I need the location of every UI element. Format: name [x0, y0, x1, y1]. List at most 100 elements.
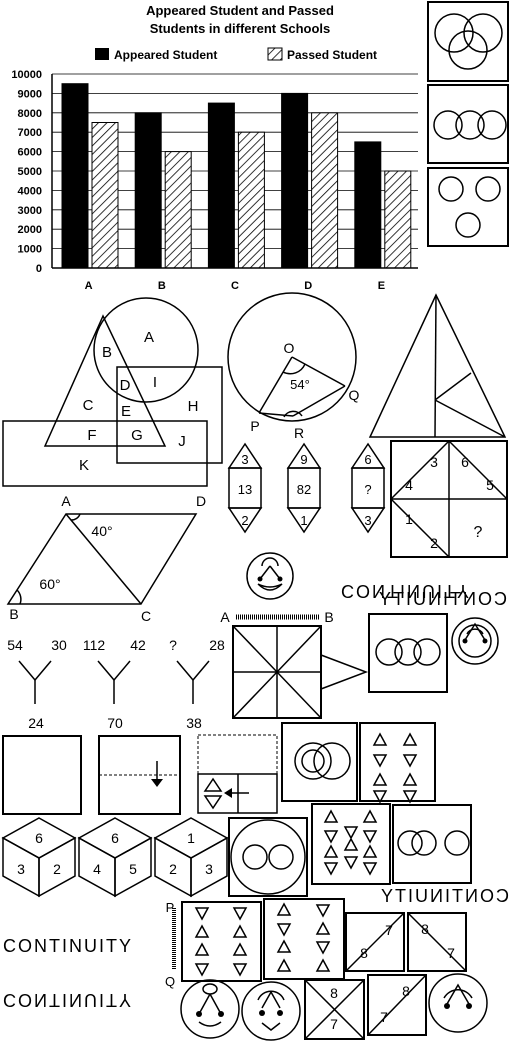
venn-label-i: I: [153, 374, 157, 391]
bar-appeared-a: [61, 83, 89, 269]
circle-option-3: [427, 167, 509, 247]
venn-label-h: H: [188, 398, 199, 415]
venn-label-b: B: [102, 344, 112, 361]
hex-middle-value: 13: [238, 482, 252, 497]
hex-bottom-value: 3: [364, 513, 371, 528]
triangle-down-icon: [362, 830, 378, 844]
continuity-option-right: CONTINUITY: [379, 886, 509, 906]
bar-passed-b: [164, 151, 192, 269]
mirror-label-a: A: [220, 609, 230, 625]
triangle-down-icon: [343, 826, 359, 840]
circle-label-r: R: [294, 425, 304, 441]
cube-top-face: 6: [35, 830, 43, 846]
para-label-c: C: [141, 608, 151, 624]
circle-label-q: Q: [349, 387, 360, 403]
y-tick-label: 10000: [11, 69, 42, 81]
square-top-number: 8: [330, 985, 338, 1001]
venn-label-g: G: [131, 427, 143, 444]
y-tick-label: 5000: [18, 166, 42, 178]
triangle-up-icon: [323, 809, 339, 823]
hexagon-item: 3 13 2: [227, 442, 263, 534]
y-tick-label: 0: [36, 263, 42, 275]
circle-option-2: [427, 84, 509, 164]
legend-label-passed: Passed Student: [287, 48, 377, 62]
y-bottom-value: 24: [28, 715, 44, 731]
square-number-puzzle: 3 6 4 5 1 ? 2: [390, 440, 508, 558]
triangle-down-icon: [194, 907, 210, 921]
mirror-label-q: Q: [165, 974, 175, 989]
legend-swatch-appeared: [95, 48, 109, 60]
para-angle-40: 40°: [91, 523, 112, 539]
hex-bottom-value: 2: [241, 513, 248, 528]
square-bottom-number: 8: [360, 945, 368, 961]
venn-label-f: F: [87, 427, 96, 444]
triangle-down-icon: [232, 963, 248, 977]
triangle-down-icon: [315, 904, 331, 918]
square-bottom-number: 7: [447, 945, 455, 961]
cube-left-face: 2: [169, 861, 177, 877]
triangle-down-icon: [372, 790, 388, 804]
mirror-label-p: P: [166, 900, 175, 915]
y-tick-label: 3000: [18, 205, 42, 217]
venn-label-d: D: [120, 377, 131, 394]
y-right-value: 42: [130, 637, 146, 653]
cube-right-face: 2: [53, 861, 61, 877]
cube-item: 12 3: [153, 817, 229, 898]
y-shape-item: 112 42 70: [83, 637, 146, 731]
mirror-pq: P Q: [165, 900, 176, 989]
divided-square: 78: [345, 912, 405, 972]
continuity-option-mirrored: CONTINUITY: [377, 589, 507, 609]
triangle-up-icon: [276, 939, 292, 953]
y-tick-label: 1000: [18, 244, 42, 256]
venn-label-e: E: [121, 403, 131, 420]
face-option-2: [180, 979, 240, 1039]
venn-diagram: A B I D E C H F G J K: [2, 297, 223, 487]
bar-appeared-b: [134, 112, 162, 269]
triangle-down-icon: [323, 862, 339, 876]
legend-label-appeared: Appeared Student: [114, 48, 217, 62]
venn-label-c: C: [83, 397, 94, 414]
mirror-label-b: B: [324, 609, 333, 625]
legend-swatch-passed: [267, 47, 283, 61]
chart-title-line-1: Appeared Student and Passed: [146, 3, 334, 18]
y-right-value: 30: [51, 637, 67, 653]
bar-passed-e: [384, 170, 412, 269]
y-tick-label: 2000: [18, 224, 42, 236]
puzzle-cell-1: 1: [405, 511, 413, 527]
square-bottom-number: 7: [330, 1016, 338, 1032]
dice-figures: 63 264 512 3: [1, 817, 229, 898]
venn-label-k: K: [79, 457, 89, 474]
para-angle-60: 60°: [39, 576, 60, 592]
circle-angle-figure: O 54° P Q R: [227, 292, 360, 441]
puzzle-cell-4: 4: [405, 477, 413, 493]
triangle-count-figure: [368, 293, 507, 438]
triangle-down-icon: [372, 754, 388, 768]
y-tick-label: 6000: [18, 147, 42, 159]
square-arrow-figure: A B: [220, 609, 369, 719]
divided-square: 87: [367, 974, 427, 1036]
continuity-option-inverted: CONTINUITY: [341, 581, 471, 601]
triangle-down-icon: [232, 907, 248, 921]
circle-option-1: [427, 1, 509, 82]
chart-title-line-2: Students in different Schools: [150, 21, 331, 36]
triangle-up-icon: [315, 921, 331, 935]
hexagon-item: 9 82 1: [286, 442, 322, 534]
triangles-box-3: [181, 901, 262, 982]
venn-label-a: A: [144, 329, 154, 346]
hex-top-value: 6: [364, 452, 371, 467]
cube-item: 63 2: [1, 817, 77, 898]
puzzle-cell-2: 2: [430, 535, 438, 551]
hex-middle-value: ?: [364, 482, 371, 497]
x-tick-label: C: [231, 280, 239, 292]
divided-square: 87: [407, 912, 467, 972]
bar-passed-a: [91, 122, 119, 269]
puzzle-cell-5: 5: [486, 477, 494, 493]
continuity-question-word: CONTINUITY: [3, 936, 133, 956]
bar-appeared-c: [207, 102, 235, 269]
y-shape-item: ? 28 38: [169, 637, 225, 731]
triangles-box-1: [359, 722, 436, 804]
triangles-box-4: [263, 898, 345, 980]
triangle-down-icon: [402, 790, 418, 804]
triangle-up-icon: [402, 732, 418, 746]
cube-top-face: 6: [111, 830, 119, 846]
